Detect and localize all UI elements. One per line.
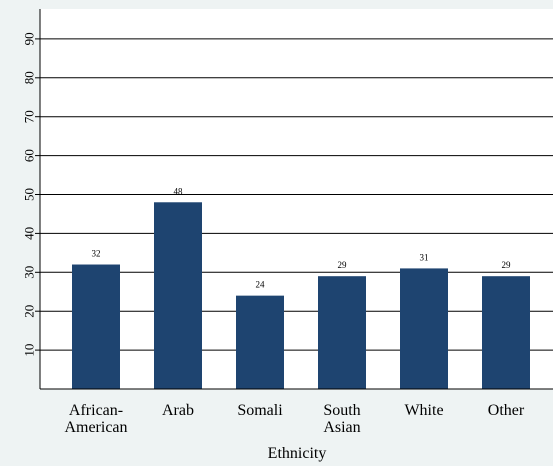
x-category-label: South Asian xyxy=(323,402,360,436)
bar-4 xyxy=(400,268,448,389)
x-category-label: White xyxy=(404,402,443,419)
y-tick-label: 10 xyxy=(22,344,37,357)
x-category-label-line: South xyxy=(323,402,360,419)
x-category-label-line: Asian xyxy=(323,419,360,436)
y-tick-label: 20 xyxy=(22,305,37,318)
bars xyxy=(72,202,530,389)
x-category-label-line: American xyxy=(64,419,127,436)
x-category-label: Other xyxy=(488,402,525,419)
x-category-label: African-American xyxy=(64,402,127,436)
y-tick-label: 30 xyxy=(22,266,37,279)
y-tick-labels: 10 20 30 40 50 60 70 80 90 xyxy=(22,32,40,357)
bar-2 xyxy=(236,295,284,389)
x-category-label: Arab xyxy=(162,402,194,419)
bar-value-label: 29 xyxy=(338,260,348,270)
y-tick-label: 40 xyxy=(22,227,37,240)
x-category-label-line: Arab xyxy=(162,402,194,419)
gridlines xyxy=(40,38,553,351)
data-labels: 32 48 24 29 31 29 xyxy=(92,186,512,289)
bar-5 xyxy=(482,276,530,389)
x-category-label-line: African- xyxy=(69,402,123,419)
x-category-label-line: White xyxy=(404,402,443,419)
x-axis-title: Ethnicity xyxy=(268,445,327,462)
plot-background xyxy=(40,9,553,389)
bar-value-label: 29 xyxy=(502,260,512,270)
y-tick-label: 90 xyxy=(22,32,37,45)
y-tick-label: 70 xyxy=(22,110,37,123)
bar-value-label: 31 xyxy=(420,252,429,262)
bar-1 xyxy=(154,202,202,389)
y-tick-label: 80 xyxy=(22,71,37,84)
y-tick-label: 60 xyxy=(22,149,37,162)
bar-value-label: 48 xyxy=(174,186,184,196)
bar-value-label: 24 xyxy=(256,280,266,290)
y-tick-label: 50 xyxy=(22,188,37,201)
x-category-label-line: Somali xyxy=(237,402,283,419)
bar-value-label: 32 xyxy=(92,249,101,259)
x-category-label: Somali xyxy=(237,402,283,419)
bar-3 xyxy=(318,276,366,389)
x-category-label-line: Other xyxy=(488,402,525,419)
bar-0 xyxy=(72,264,120,389)
x-category-labels: African-American Arab Somali South Asian Whit… xyxy=(64,402,524,436)
